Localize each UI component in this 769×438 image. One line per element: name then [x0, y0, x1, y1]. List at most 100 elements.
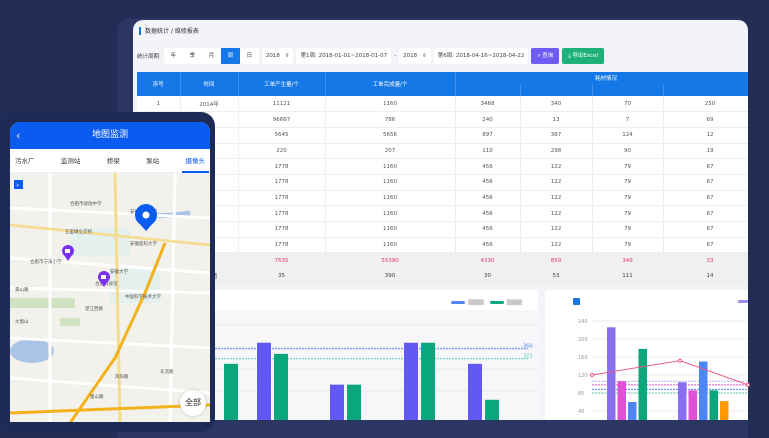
location-pin-icon[interactable] [135, 204, 157, 231]
table-cell: 67 [663, 158, 748, 175]
table-cell: 13 [520, 111, 593, 128]
phone-header: ‹ 地图监测 [10, 122, 210, 149]
table-cell: 55390 [325, 252, 456, 270]
table-row[interactable]: 1778 1160 456 122 79 67 [137, 237, 748, 254]
start-week-select[interactable]: 第1周: 2018-01-01~2018-01-07 [296, 48, 392, 64]
table-cell: 67 [663, 190, 748, 207]
y-tick-label: 40 [578, 409, 584, 415]
table-cell: 1160 [325, 190, 456, 207]
bar [617, 381, 626, 420]
table-cell: 3468 [455, 96, 521, 113]
map-label: 大蜀山 [15, 318, 29, 325]
bar [274, 353, 288, 420]
table-cell: 1778 [238, 205, 326, 222]
map-label: 合肥市琥珀中学 [70, 200, 102, 207]
y-tick-label: 160 [578, 355, 588, 361]
end-year-select[interactable]: 2018 ⇳ [399, 48, 431, 64]
table-cell: 96667 [238, 111, 326, 128]
camera-pin-icon[interactable] [62, 245, 74, 261]
map-label: 安徽医科大学 [130, 240, 157, 247]
line-point [746, 382, 750, 387]
col-header[interactable]: 序号 [137, 72, 181, 96]
col-header[interactable]: 工单完成量/个 [325, 72, 456, 96]
chart-icon [573, 298, 580, 305]
sub-header [663, 84, 748, 96]
search-icon: ⌕ [537, 53, 543, 59]
table-cell: 124 [592, 127, 664, 144]
legend-item[interactable]: ▒▒▒▒ [489, 300, 522, 306]
map[interactable]: 合肥市琥珀中学安徽农业大学五里墩立交桥安徽医科大学合肥市宁溪小学安徽大学合肥科技… [10, 173, 210, 422]
legend-item[interactable]: ▒▒▒▒ [451, 300, 484, 306]
table-cell: 390 [325, 268, 456, 285]
table-cell: 79 [592, 221, 664, 238]
end-week: 第6周: 2018-04-16~2018-04-22 [437, 53, 525, 59]
tab-bridge[interactable]: 桥梁 [106, 156, 120, 165]
end-week-select[interactable]: 第6周: 2018-04-16~2018-04-22 [433, 48, 529, 64]
table-row[interactable]: 96667 786 240 13 7 69 [137, 111, 748, 128]
expand-panel-button[interactable] [14, 180, 23, 189]
period-week[interactable]: 周 [220, 48, 240, 64]
table-cell: 240 [455, 111, 521, 128]
filter-bar: 统计周期: 年 季 月 周 日 2018 ⇳ 第1周: 2018-01-01~20… [137, 48, 604, 64]
table-cell: 79 [592, 205, 664, 222]
start-year: 2018 [265, 53, 280, 59]
export-excel-button[interactable]: ⤓ 导出Excel [562, 48, 604, 64]
period-month[interactable]: 月 [208, 53, 215, 59]
tab-sewage-plant[interactable]: 污水厂 [15, 156, 35, 165]
breadcrumb-text: 数据统计 / 维修报表 [145, 28, 199, 35]
table-cell: 122 [520, 221, 593, 238]
tab-camera[interactable]: 摄像头 [181, 149, 209, 173]
table-cell: 456 [455, 158, 521, 175]
bar [404, 342, 418, 420]
line-point [590, 373, 594, 377]
back-icon[interactable]: ‹ [16, 129, 21, 142]
table-cell: 111 [592, 268, 664, 285]
map-label: 黄山路 [15, 286, 29, 293]
period-day[interactable]: 日 [246, 53, 253, 59]
table-cell: 35 [238, 268, 326, 285]
table-cell: 7 [592, 111, 664, 128]
col-header[interactable]: 工单产生量/个 [238, 72, 326, 96]
table-row[interactable]: 1778 1160 456 122 79 67 [137, 221, 748, 238]
phone-title: 地图监测 [91, 130, 128, 140]
table-cell: 122 [520, 190, 593, 207]
table-cell: 220 [238, 143, 326, 160]
table-cell: 90 [592, 143, 664, 160]
show-all-button[interactable]: 全部 [180, 390, 206, 416]
tab-pump-station[interactable]: 泵站 [146, 156, 160, 165]
bar [485, 399, 499, 420]
table-cell: 79 [592, 158, 664, 175]
map-label: 蜀山路 [90, 393, 104, 400]
camera-pin-icon[interactable] [98, 271, 110, 287]
table-row[interactable]: 220 207 110 298 90 19 [137, 143, 748, 160]
start-year-select[interactable]: 2018 ⇳ [261, 48, 294, 64]
bar [720, 401, 729, 420]
table-cell: 1160 [325, 158, 456, 175]
bar [688, 390, 697, 420]
tab-monitor-station[interactable]: 监测站 [60, 156, 81, 165]
sub-header [592, 84, 664, 96]
table-cell: 79 [592, 190, 664, 207]
map-label: 望江西路 [85, 305, 103, 312]
bar [421, 342, 435, 420]
table-cell: 14 [663, 268, 748, 285]
table-cell: 122 [520, 205, 593, 222]
bar [468, 363, 482, 420]
phone-tabs: 污水厂 监测站 桥梁 泵站 摄像头 [10, 149, 210, 173]
search-button[interactable]: ⌕ 查询 [531, 48, 560, 64]
bar [709, 390, 718, 420]
table-cell: 79 [592, 237, 664, 254]
reference-label: 323 [523, 354, 533, 360]
table-cell: 110 [455, 143, 521, 160]
table-cell: 456 [455, 174, 521, 191]
period-quarter[interactable]: 季 [189, 53, 196, 59]
col-header[interactable]: 时间 [180, 72, 239, 96]
bar [347, 384, 361, 420]
y-tick-label: 120 [578, 373, 588, 379]
period-selector: 年 季 月 周 日 [163, 48, 259, 64]
table-cell: 456 [455, 237, 521, 254]
range-separator: - [394, 53, 397, 59]
table-row[interactable]: 1 2014年 11121 1160 3468 340 70 250 [137, 96, 748, 113]
table-cell: 5656 [325, 127, 456, 144]
period-year[interactable]: 年 [170, 53, 177, 59]
